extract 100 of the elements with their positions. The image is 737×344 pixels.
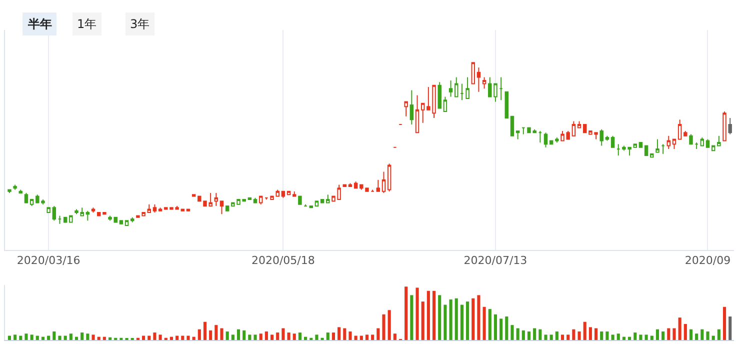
candlestick <box>86 210 90 222</box>
bar <box>69 334 72 340</box>
bar <box>58 336 62 340</box>
candlestick <box>522 127 526 135</box>
bar <box>510 325 514 340</box>
bar <box>500 318 503 340</box>
candlestick <box>147 204 151 214</box>
bar <box>656 329 660 340</box>
bar <box>14 334 17 340</box>
bar <box>148 336 151 340</box>
bar <box>153 332 156 340</box>
bar <box>326 332 330 340</box>
bar <box>24 334 28 340</box>
candlestick <box>722 110 726 142</box>
bar <box>700 329 704 340</box>
candlestick <box>678 119 682 140</box>
candlestick <box>684 130 688 136</box>
bar <box>494 314 498 340</box>
bar <box>438 295 442 340</box>
bar <box>203 322 207 340</box>
bar <box>92 334 95 340</box>
bar <box>684 324 687 340</box>
bar <box>594 328 598 340</box>
bar <box>611 334 614 340</box>
candlestick <box>638 142 643 148</box>
candlestick <box>96 212 101 216</box>
x-tick-label: 2020/07/13 <box>464 254 528 268</box>
bar <box>566 334 570 340</box>
bar <box>354 336 358 340</box>
candlestick <box>18 189 23 194</box>
bar <box>181 336 184 340</box>
bar <box>410 295 414 340</box>
candlestick <box>510 116 514 136</box>
bar <box>728 316 732 340</box>
candlestick <box>650 153 654 158</box>
bar <box>600 331 604 340</box>
bar <box>64 336 67 340</box>
bar <box>527 331 531 340</box>
candlestick <box>448 80 453 98</box>
bar <box>343 328 346 340</box>
bar <box>41 336 45 340</box>
bar <box>80 332 84 340</box>
bar <box>186 336 190 340</box>
candlestick <box>454 76 458 98</box>
bar <box>231 334 234 340</box>
bar <box>315 334 318 340</box>
candlestick <box>499 76 503 101</box>
candlestick <box>711 145 716 152</box>
bar <box>74 336 78 340</box>
bar <box>176 336 179 340</box>
bar <box>650 336 654 340</box>
bar <box>365 334 369 340</box>
candlestick <box>376 179 380 192</box>
candlestick <box>24 192 28 204</box>
bar <box>220 328 224 340</box>
bar <box>416 288 419 340</box>
candlestick <box>220 200 224 215</box>
candlestick <box>728 118 732 135</box>
candlestick <box>415 94 420 134</box>
candlestick <box>555 137 559 143</box>
candlestick <box>258 196 263 205</box>
bar <box>522 330 525 340</box>
candlestick <box>102 212 106 215</box>
bar <box>560 334 564 340</box>
candlestick <box>298 196 302 205</box>
candlestick <box>482 76 486 90</box>
bar <box>516 328 520 340</box>
bar <box>264 331 268 340</box>
bar <box>472 298 475 340</box>
x-tick-label: 2020/03/16 <box>16 254 80 268</box>
candlestick <box>572 120 576 136</box>
bar <box>572 329 576 340</box>
bar <box>555 331 558 340</box>
bar <box>544 334 548 340</box>
bar <box>338 327 341 340</box>
bar <box>47 336 50 340</box>
candlestick <box>471 62 475 84</box>
candlestick <box>13 184 17 190</box>
candlestick <box>460 83 464 101</box>
bar <box>678 318 682 340</box>
bar <box>198 329 201 340</box>
bar <box>477 295 480 340</box>
bar <box>376 328 380 340</box>
candlestick <box>404 101 408 117</box>
candlestick <box>616 144 620 156</box>
bar <box>616 334 620 340</box>
bar <box>236 329 240 340</box>
candlestick <box>354 181 358 189</box>
bar <box>226 331 229 340</box>
bar <box>214 325 218 340</box>
candlestick <box>304 204 308 206</box>
bar <box>628 336 632 340</box>
candlestick <box>158 207 162 212</box>
candlestick <box>370 189 374 192</box>
bar <box>667 328 670 340</box>
x-tick-label: 2020/05/18 <box>251 254 315 268</box>
bar <box>460 304 464 340</box>
bar <box>689 329 693 340</box>
bar <box>388 310 391 340</box>
candlestick <box>443 96 448 112</box>
